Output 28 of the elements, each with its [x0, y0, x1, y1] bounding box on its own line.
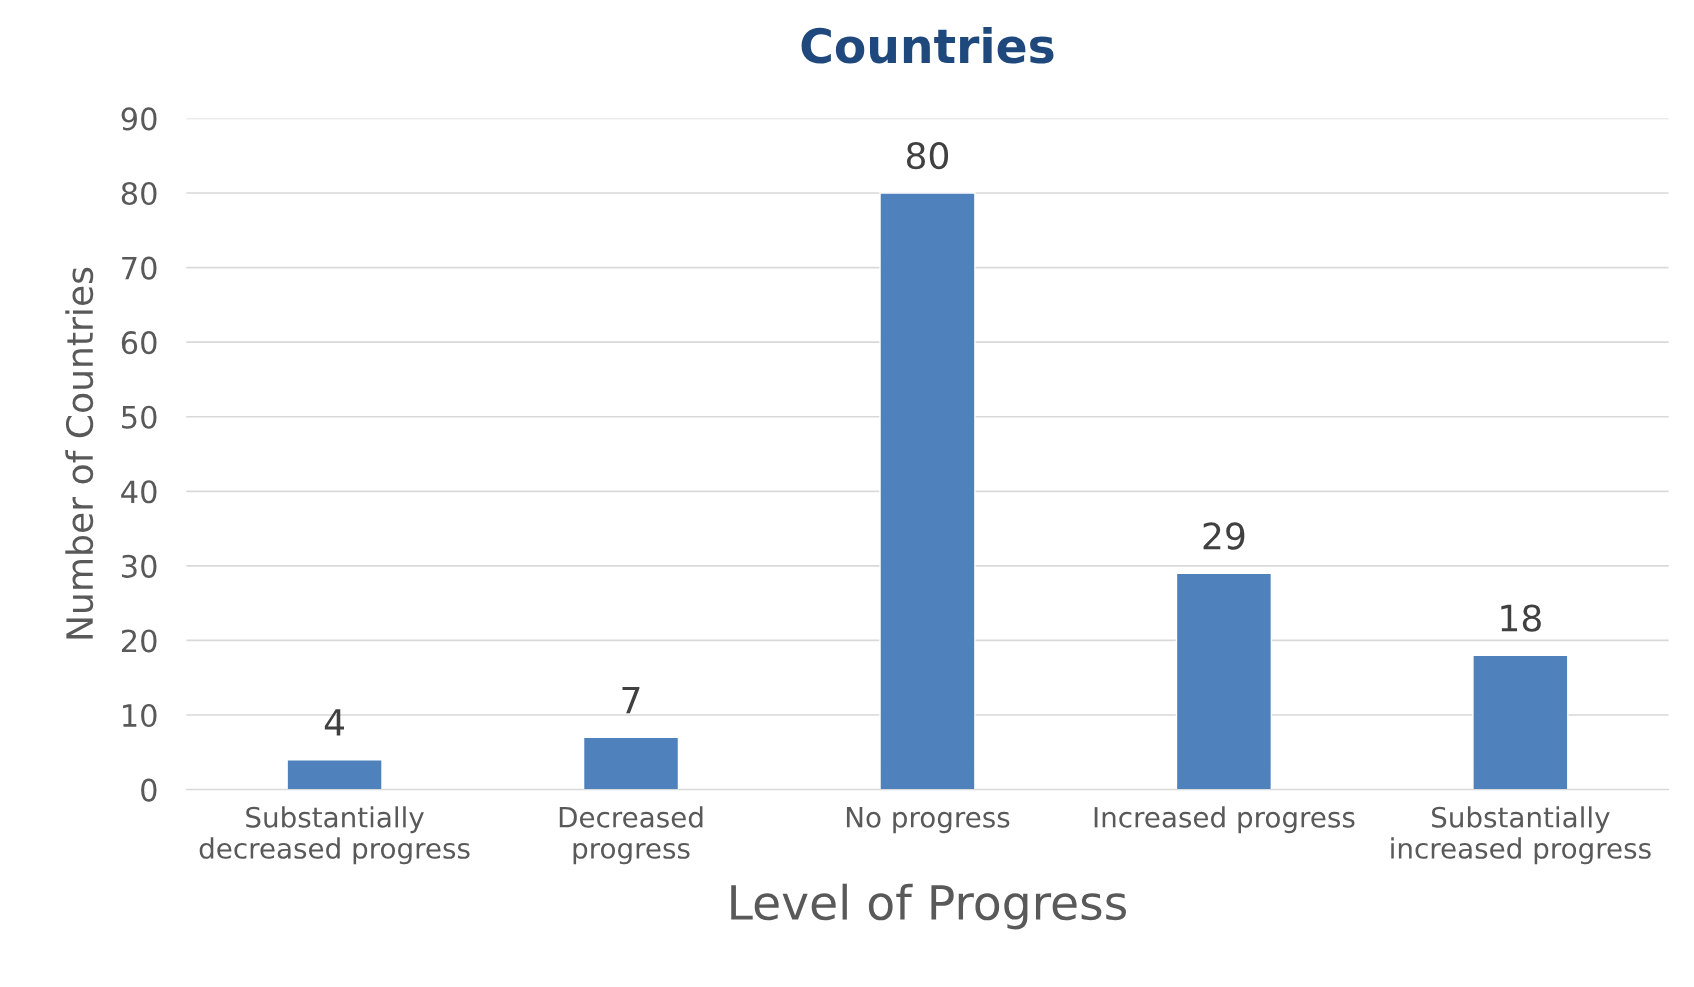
bar: [582, 736, 680, 790]
y-tick-label: 10: [123, 703, 157, 728]
data-label: 29: [1203, 522, 1245, 550]
y-tick-label: 30: [122, 554, 157, 578]
x-axis-title: Level of Progress: [731, 883, 1126, 930]
y-tick-label: 80: [121, 181, 157, 206]
data-label: 7: [622, 686, 640, 714]
bar: [1472, 654, 1569, 790]
y-tick-label: 60: [121, 331, 157, 355]
data-label: 4: [324, 709, 345, 736]
bar: [286, 759, 383, 790]
x-tick-label: No progress: [846, 807, 1010, 834]
x-tick-label: Substantially increased progress: [1391, 806, 1651, 865]
data-label: 80: [906, 142, 949, 170]
y-tick-label: 0: [141, 778, 157, 802]
chart-title: Countries: [801, 27, 1054, 64]
y-tick-label: 20: [121, 629, 157, 653]
y-tick-label: 40: [121, 480, 157, 504]
y-axis-title: Number of Countries: [65, 267, 94, 639]
y-tick-label: 90: [121, 107, 157, 131]
x-tick-label: Substantially decreased progress: [199, 806, 470, 865]
bar: [1175, 572, 1273, 790]
x-tick-label: Increased progress: [1094, 806, 1355, 834]
data-label: 18: [1501, 604, 1541, 632]
bar: [879, 192, 976, 790]
x-tick-label: Decreased progress: [559, 806, 703, 865]
y-tick-label: 70: [122, 256, 157, 280]
y-tick-label: 50: [122, 405, 157, 429]
